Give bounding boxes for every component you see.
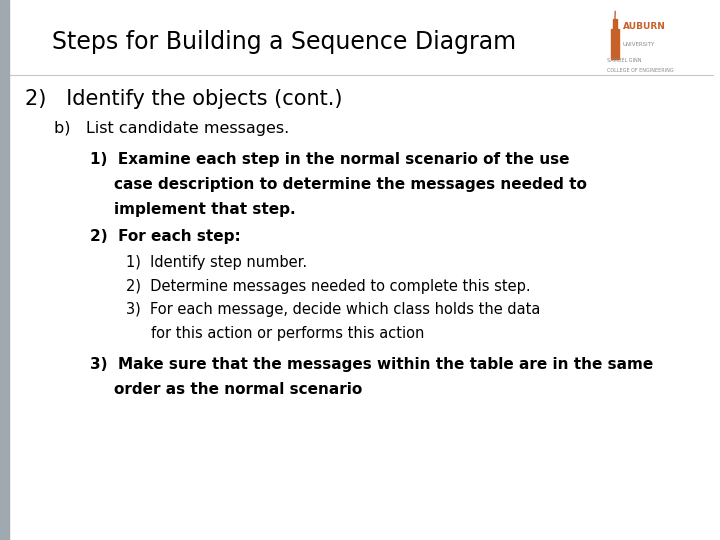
Text: for this action or performs this action: for this action or performs this action <box>151 326 425 341</box>
Text: 1)  Identify step number.: 1) Identify step number. <box>126 255 307 270</box>
Text: 3)  Make sure that the messages within the table are in the same: 3) Make sure that the messages within th… <box>90 357 653 373</box>
Bar <box>613 19 617 32</box>
Text: COLLEGE OF ENGINEERING: COLLEGE OF ENGINEERING <box>607 68 674 73</box>
Bar <box>0 0 9 540</box>
Text: b)   List candidate messages.: b) List candidate messages. <box>54 122 289 137</box>
Text: 2)  Determine messages needed to complete this step.: 2) Determine messages needed to complete… <box>126 279 531 294</box>
Text: Steps for Building a Sequence Diagram: Steps for Building a Sequence Diagram <box>52 30 516 53</box>
Text: UNIVERSITY: UNIVERSITY <box>623 42 655 47</box>
Text: AUBURN: AUBURN <box>623 22 666 31</box>
Text: 1)  Examine each step in the normal scenario of the use: 1) Examine each step in the normal scena… <box>90 152 570 167</box>
Text: SAMUEL GINN: SAMUEL GINN <box>607 58 642 63</box>
Text: order as the normal scenario: order as the normal scenario <box>114 382 362 397</box>
Bar <box>611 29 619 59</box>
Text: implement that step.: implement that step. <box>114 202 295 217</box>
Text: 2)   Identify the objects (cont.): 2) Identify the objects (cont.) <box>25 89 343 109</box>
Text: case description to determine the messages needed to: case description to determine the messag… <box>114 177 587 192</box>
Text: 2)  For each step:: 2) For each step: <box>90 229 240 244</box>
Text: 3)  For each message, decide which class holds the data: 3) For each message, decide which class … <box>126 302 541 318</box>
